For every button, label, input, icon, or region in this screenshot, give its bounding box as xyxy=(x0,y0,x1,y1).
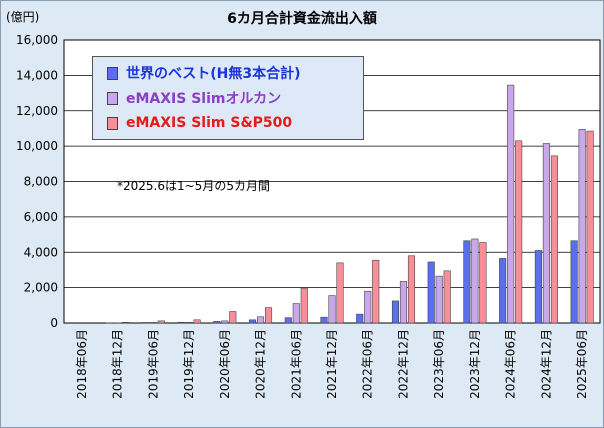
x-tick-label: 2020年12月 xyxy=(254,329,268,399)
bar xyxy=(407,255,416,324)
y-tick-label: 10,000 xyxy=(16,139,58,153)
bar xyxy=(586,130,594,324)
legend-swatch xyxy=(107,66,118,80)
bar xyxy=(463,240,471,324)
bar xyxy=(328,295,336,324)
bar xyxy=(336,262,344,324)
y-tick-label: 6,000 xyxy=(24,210,58,224)
bar xyxy=(356,313,364,324)
legend-item-orcan: eMAXIS Slimオルカン xyxy=(107,88,281,108)
bar xyxy=(570,240,578,324)
x-tick-label: 2022年12月 xyxy=(396,329,410,399)
y-tick-label: 8,000 xyxy=(24,175,58,189)
bar xyxy=(515,140,523,324)
y-tick-label: 0 xyxy=(50,316,58,330)
bar xyxy=(427,261,435,324)
bar xyxy=(141,322,149,324)
bar xyxy=(229,311,237,324)
bar xyxy=(256,316,265,324)
legend-swatch xyxy=(107,91,118,105)
bar xyxy=(534,250,542,324)
x-tick-label: 2020年06月 xyxy=(218,329,232,399)
x-tick-label: 2018年12月 xyxy=(111,329,125,399)
bar xyxy=(320,316,328,324)
legend-label: eMAXIS Slim S&P500 xyxy=(126,115,293,131)
bar xyxy=(499,258,507,324)
y-tick-label: 16,000 xyxy=(16,33,58,47)
y-axis-unit-label: (億円) xyxy=(6,10,40,24)
bar xyxy=(193,319,201,324)
y-tick-label: 12,000 xyxy=(16,104,58,118)
bar xyxy=(372,259,380,324)
x-tick-label: 2021年12月 xyxy=(325,329,339,399)
bar xyxy=(300,288,308,324)
legend-label: eMAXIS Slimオルカン xyxy=(126,91,282,107)
legend-label: 世界のベスト(H無3本合計) xyxy=(126,66,301,82)
bar xyxy=(221,320,229,324)
y-tick-label: 14,000 xyxy=(16,68,58,82)
bar xyxy=(507,84,515,324)
x-tick-label: 2023年12月 xyxy=(468,329,482,399)
bar xyxy=(177,321,185,324)
bar xyxy=(185,321,193,324)
x-tick-label: 2018年06月 xyxy=(75,329,89,399)
x-tick-label: 2019年12月 xyxy=(182,329,196,399)
legend: 世界のベスト(H無3本合計) eMAXIS Slimオルカン eMAXIS Sl… xyxy=(92,56,364,140)
bar xyxy=(435,275,443,324)
x-tick-label: 2021年06月 xyxy=(289,329,303,399)
x-tick-label: 2019年06月 xyxy=(146,329,160,399)
bar xyxy=(149,322,157,324)
chart-note: *2025.6は1~5月の5カ月間 xyxy=(117,179,270,193)
legend-item-sekai-no-best: 世界のベスト(H無3本合計) xyxy=(107,63,301,83)
bar xyxy=(292,303,300,324)
chart-title: 6カ月合計資金流出入額 xyxy=(227,11,377,27)
bar xyxy=(550,155,558,324)
x-tick-label: 2023年06月 xyxy=(432,329,446,399)
bar xyxy=(542,143,550,324)
bar xyxy=(264,307,273,324)
bar xyxy=(122,321,130,324)
bar xyxy=(479,242,487,324)
legend-item-sp500: eMAXIS Slim S&P500 xyxy=(107,113,292,133)
y-tick-label: 2,000 xyxy=(24,281,58,295)
y-tick-label: 4,000 xyxy=(24,245,58,259)
bar xyxy=(443,270,451,324)
x-tick-label: 2022年06月 xyxy=(361,329,375,399)
bar xyxy=(284,317,292,324)
bar xyxy=(157,320,165,324)
bar xyxy=(364,290,372,324)
bar xyxy=(391,300,400,324)
bar xyxy=(248,319,257,324)
bar xyxy=(399,281,408,324)
bar xyxy=(471,238,479,324)
x-tick-label: 2024年12月 xyxy=(539,329,553,399)
bar xyxy=(213,321,221,324)
legend-swatch xyxy=(107,116,118,130)
x-tick-label: 2025年06月 xyxy=(575,329,589,399)
bar xyxy=(578,129,586,324)
x-tick-label: 2024年06月 xyxy=(504,329,518,399)
